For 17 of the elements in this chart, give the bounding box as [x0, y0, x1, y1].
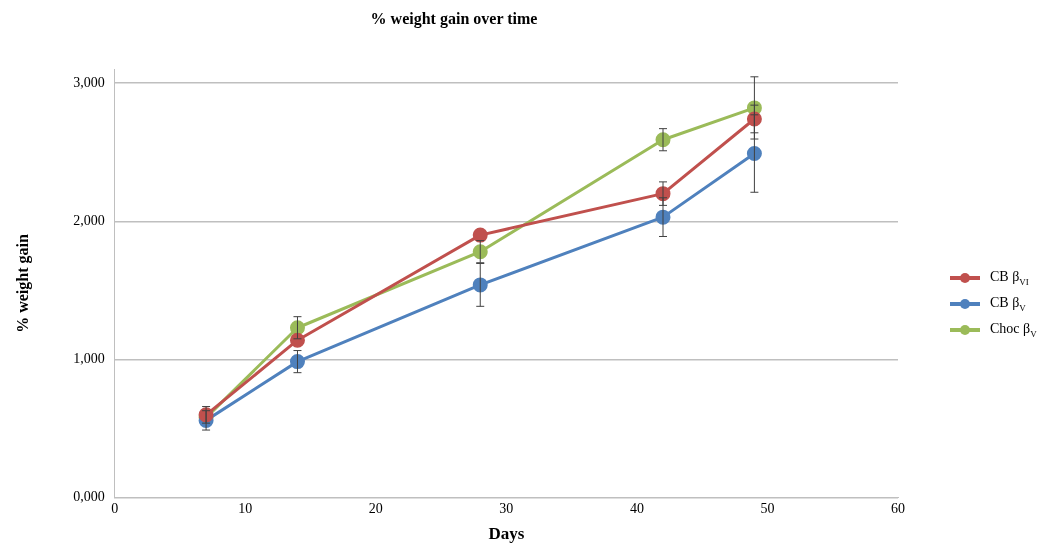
x-tick-label: 0 — [111, 500, 119, 516]
x-tick-label: 30 — [499, 500, 514, 516]
legend-label: Choc β$_{V}$ — [990, 321, 1037, 339]
y-tick-label: 1,000 — [73, 351, 105, 367]
legend-label: CB β$_{VI}$ — [990, 269, 1029, 287]
y-tick-label: 2,000 — [73, 212, 105, 228]
chart-title: % weight gain over time — [370, 9, 538, 28]
y-axis-title: % weight gain — [13, 234, 32, 333]
x-axis-title: Days — [488, 524, 525, 544]
x-tick-label: 50 — [760, 500, 775, 516]
x-tick-label: 20 — [368, 500, 383, 516]
legend-label: CB β$_{V}$ — [990, 295, 1026, 313]
x-tick-label: 60 — [891, 500, 905, 516]
x-tick-label: 40 — [629, 500, 644, 516]
y-tick-label: 3,000 — [73, 74, 105, 90]
x-tick-label: 10 — [238, 500, 253, 516]
y-tick-label: 0,000 — [73, 489, 105, 505]
